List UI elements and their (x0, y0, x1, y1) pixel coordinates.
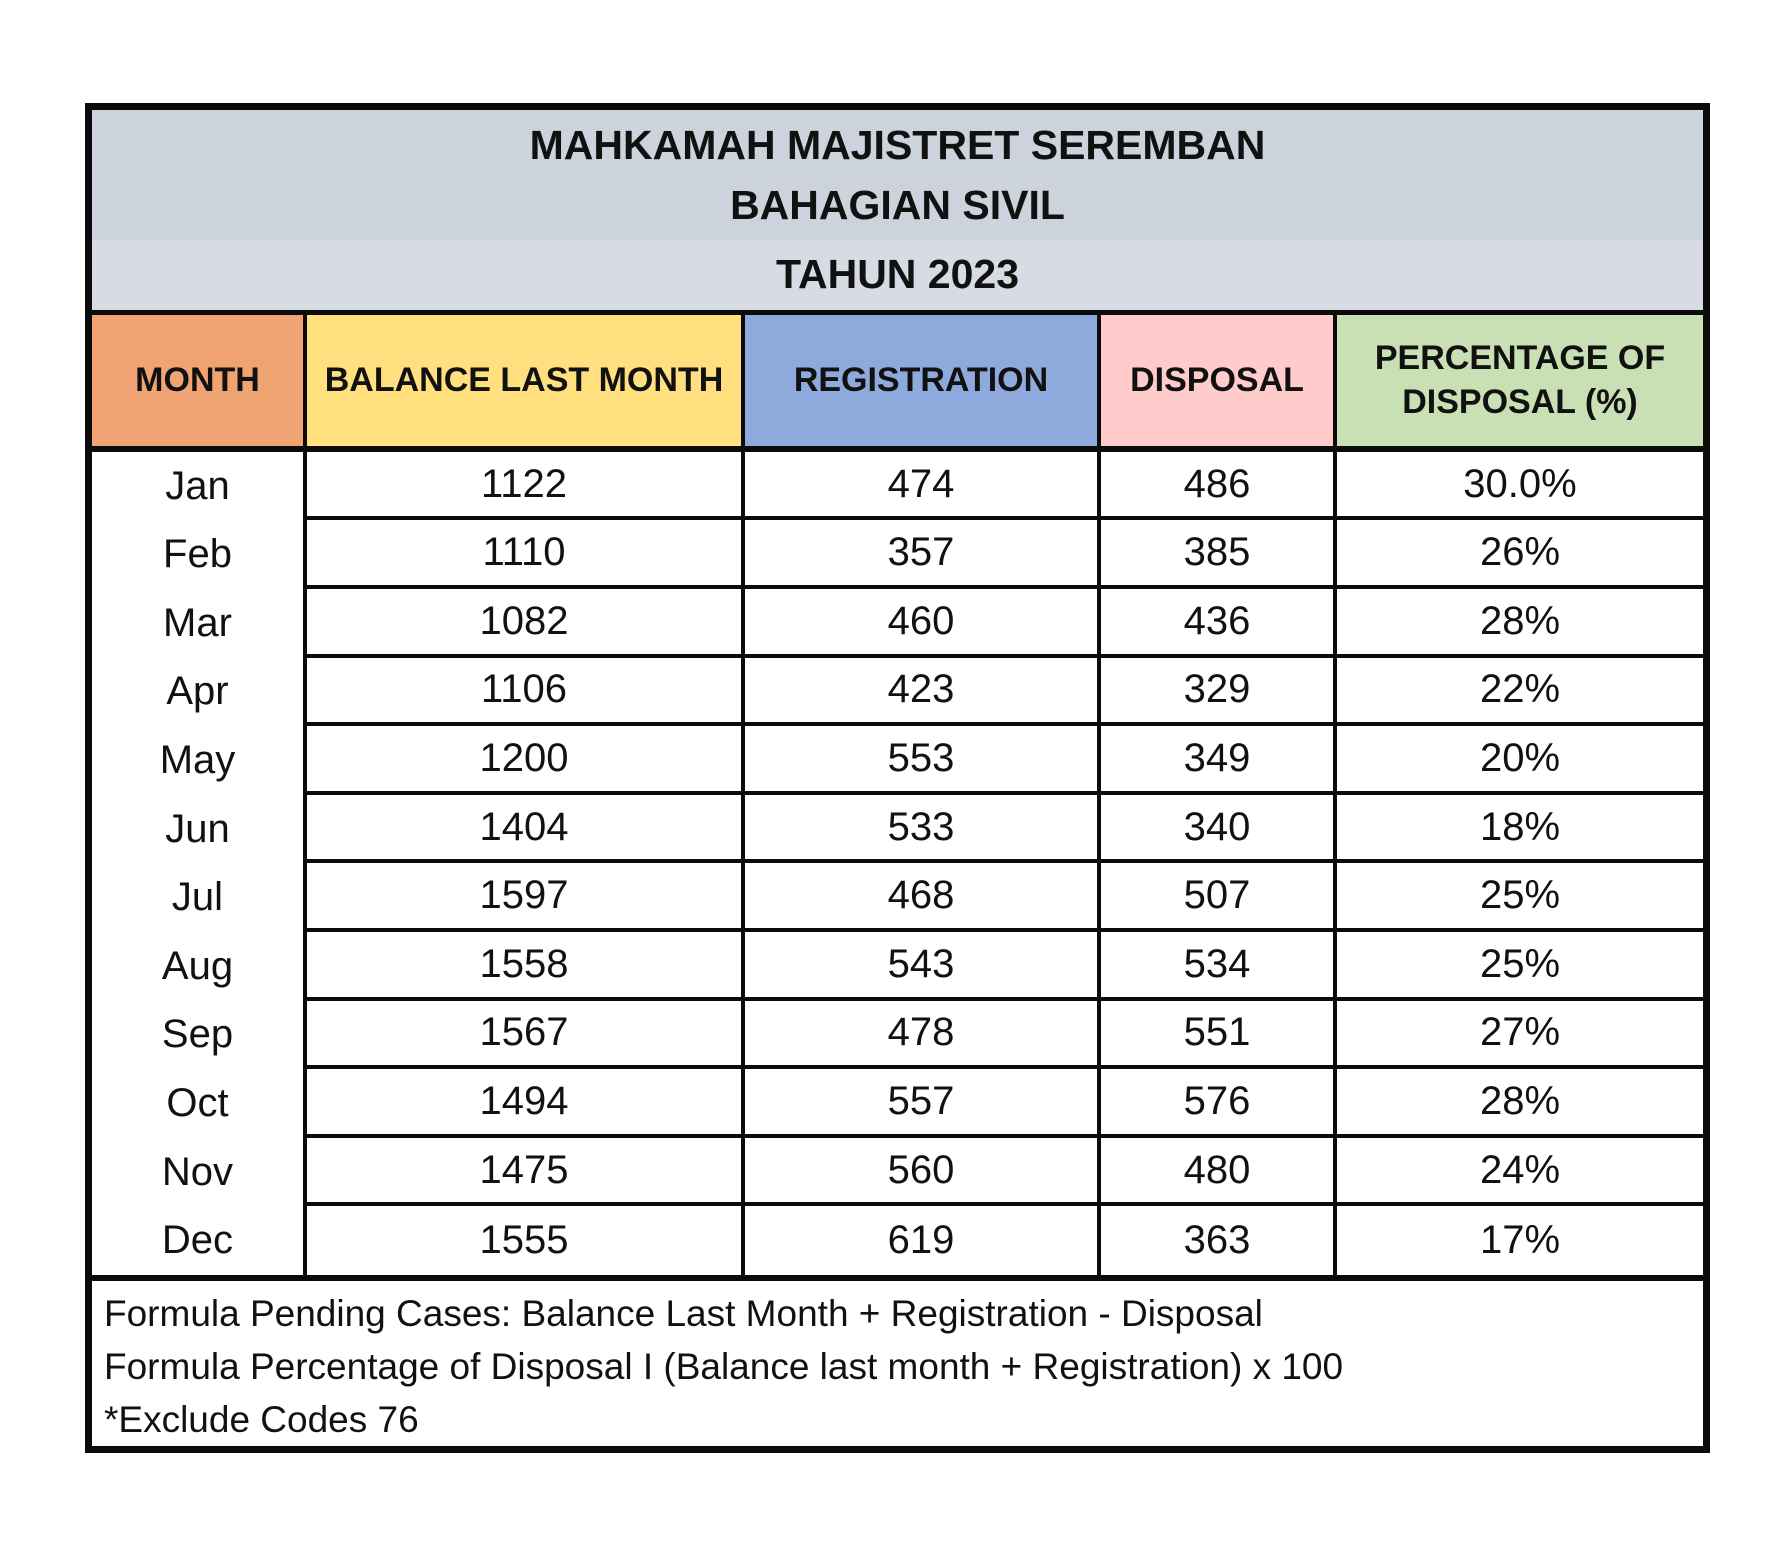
cell-month: Aug (161, 943, 234, 988)
cell-registration: 474 (741, 451, 1097, 521)
cell-balance-last-month: 1558 (303, 932, 741, 1001)
cell-percentage-of-disposal: 26% (1333, 520, 1703, 590)
table-row: Jan 1122 474 486 30.0% (92, 451, 1703, 521)
column-header-percentage-of-disposal: PERCENTAGE OF DISPOSAL (%) (1333, 314, 1703, 446)
cell-percentage-of-disposal: 18% (1333, 794, 1703, 864)
cell-disposal: 329 (1097, 657, 1333, 727)
cell-percentage-of-disposal: 17% (1333, 1206, 1703, 1275)
report-table: MAHKAMAH MAJISTRET SEREMBAN BAHAGIAN SIV… (85, 103, 1710, 1453)
cell-percentage-of-disposal: 28% (1333, 1069, 1703, 1138)
column-header-balance-last-month: BALANCE LAST MONTH (303, 314, 741, 446)
cell-disposal: 534 (1097, 932, 1333, 1001)
cell-month: Oct (166, 1081, 229, 1126)
cell-balance-last-month: 1200 (303, 726, 741, 795)
table-row: Dec 1555 619 363 17% (92, 1206, 1703, 1275)
cell-month: Nov (161, 1149, 234, 1194)
cell-percentage-of-disposal: 27% (1333, 1000, 1703, 1070)
table-row: Nov 1475 560 480 24% (92, 1137, 1703, 1207)
cell-month: Jul (171, 875, 224, 920)
footnote-exclude-codes: *Exclude Codes 76 (104, 1399, 419, 1440)
cell-registration: 423 (741, 657, 1097, 727)
cell-percentage-of-disposal: 25% (1333, 863, 1703, 933)
cell-balance-last-month: 1404 (303, 794, 741, 864)
cell-balance-last-month: 1567 (303, 1000, 741, 1070)
cell-registration: 560 (741, 1137, 1097, 1207)
cell-disposal: 363 (1097, 1206, 1333, 1275)
table-row: Feb 1110 357 385 26% (92, 520, 1703, 590)
table-row: Mar 1082 460 436 28% (92, 589, 1703, 658)
cell-percentage-of-disposal: 24% (1333, 1137, 1703, 1207)
cell-disposal: 349 (1097, 726, 1333, 795)
cell-month: Sep (161, 1012, 234, 1057)
cell-registration: 460 (741, 589, 1097, 658)
cell-disposal: 486 (1097, 451, 1333, 521)
table-row: Oct 1494 557 576 28% (92, 1069, 1703, 1138)
cell-balance-last-month: 1082 (303, 589, 741, 658)
cell-balance-last-month: 1494 (303, 1069, 741, 1138)
title-line-court: MAHKAMAH MAJISTRET SEREMBAN (529, 122, 1266, 169)
cell-percentage-of-disposal: 20% (1333, 726, 1703, 795)
cell-month: Feb (163, 532, 232, 577)
footnote-percentage-formula: Formula Percentage of Disposal I (Balanc… (104, 1346, 1344, 1387)
cell-registration: 357 (741, 520, 1097, 590)
column-header-registration: REGISTRATION (741, 314, 1097, 446)
cell-balance-last-month: 1555 (303, 1206, 741, 1275)
footnote-pending-cases: Formula Pending Cases: Balance Last Mont… (104, 1293, 1263, 1334)
cell-disposal: 480 (1097, 1137, 1333, 1207)
cell-registration: 543 (741, 932, 1097, 1001)
column-header-disposal: DISPOSAL (1097, 314, 1333, 446)
table-row: Aug 1558 543 534 25% (92, 932, 1703, 1001)
cell-balance-last-month: 1597 (303, 863, 741, 933)
cell-disposal: 385 (1097, 520, 1333, 590)
cell-month: Apr (166, 669, 229, 714)
title-line-year: TAHUN 2023 (92, 240, 1703, 310)
table-row: Apr 1106 423 329 22% (92, 657, 1703, 727)
cell-percentage-of-disposal: 30.0% (1333, 451, 1703, 521)
column-header-month: MONTH (92, 314, 303, 446)
cell-registration: 478 (741, 1000, 1097, 1070)
cell-registration: 553 (741, 726, 1097, 795)
cell-month: Jan (165, 463, 230, 508)
cell-disposal: 436 (1097, 589, 1333, 658)
cell-registration: 533 (741, 794, 1097, 864)
cell-month: Mar (163, 600, 232, 645)
cell-disposal: 507 (1097, 863, 1333, 933)
formula-footnotes: Formula Pending Cases: Balance Last Mont… (92, 1275, 1703, 1446)
cell-month: Jun (165, 806, 230, 851)
title-line-division: BAHAGIAN SIVIL (730, 182, 1065, 229)
table-row: Jun 1404 533 340 18% (92, 794, 1703, 864)
cell-balance-last-month: 1110 (303, 520, 741, 590)
table-title-block: MAHKAMAH MAJISTRET SEREMBAN BAHAGIAN SIV… (92, 110, 1703, 241)
cell-balance-last-month: 1475 (303, 1137, 741, 1207)
table-row: May 1200 553 349 20% (92, 726, 1703, 795)
cell-disposal: 340 (1097, 794, 1333, 864)
cell-registration: 468 (741, 863, 1097, 933)
column-header-row: MONTH BALANCE LAST MONTH REGISTRATION DI… (92, 309, 1703, 452)
cell-balance-last-month: 1122 (303, 451, 741, 521)
cell-disposal: 551 (1097, 1000, 1333, 1070)
cell-percentage-of-disposal: 28% (1333, 589, 1703, 658)
table-body: Jan 1122 474 486 30.0% Feb 1110 357 385 26% Mar 108… (92, 451, 1703, 1275)
cell-disposal: 576 (1097, 1069, 1333, 1138)
cell-registration: 557 (741, 1069, 1097, 1138)
cell-registration: 619 (741, 1206, 1097, 1275)
table-row: Sep 1567 478 551 27% (92, 1000, 1703, 1070)
cell-month: May (159, 738, 236, 783)
cell-balance-last-month: 1106 (303, 657, 741, 727)
cell-month: Dec (161, 1218, 234, 1263)
cell-percentage-of-disposal: 25% (1333, 932, 1703, 1001)
table-row: Jul 1597 468 507 25% (92, 863, 1703, 933)
cell-percentage-of-disposal: 22% (1333, 657, 1703, 727)
